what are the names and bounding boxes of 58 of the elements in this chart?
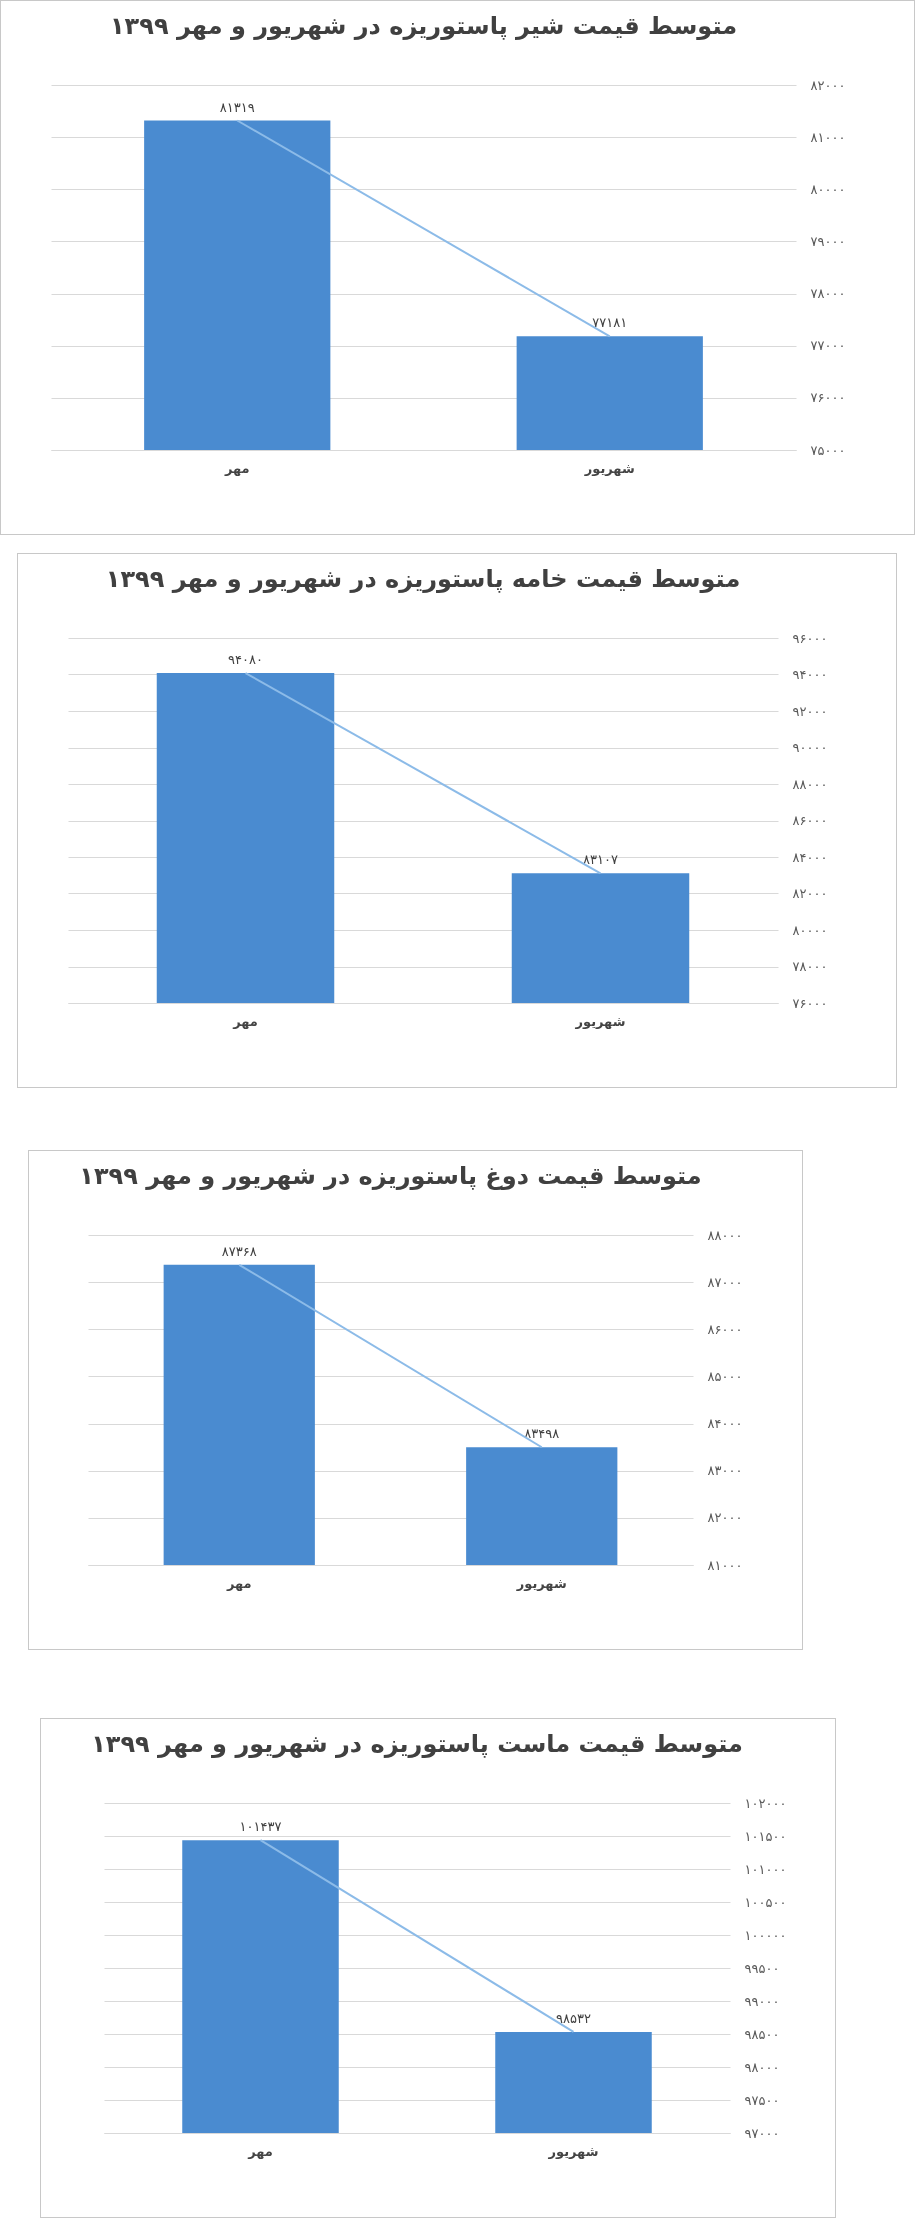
y-tick-label: ۷۵۰۰۰ bbox=[810, 442, 846, 458]
y-tick-label: ۱۰۱۵۰۰ bbox=[744, 1828, 787, 1844]
data-label: ۸۳۴۹۸ bbox=[524, 1426, 560, 1442]
y-tick-label: ۸۲۰۰۰ bbox=[707, 1510, 743, 1526]
chart-title: متوسط قیمت ماست پاستوریزه در شهریور و مهر ۱۳۹۹ bbox=[91, 1730, 743, 1758]
y-tick-label: ۸۱۰۰۰ bbox=[810, 129, 846, 145]
y-tick-label: ۹۸۰۰۰ bbox=[744, 2059, 780, 2075]
data-label: ۷۷۱۸۱ bbox=[592, 315, 628, 331]
y-tick-label: ۸۲۰۰۰ bbox=[792, 886, 828, 901]
y-tick-label: ۸۷۰۰۰ bbox=[707, 1274, 743, 1290]
chart-title: متوسط قیمت دوغ پاستوریزه در شهریور و مهر ۱۳۹۹ bbox=[79, 1162, 702, 1190]
y-tick-label: ۸۶۰۰۰ bbox=[792, 813, 828, 828]
y-tick-label: ۹۲۰۰۰ bbox=[792, 703, 828, 719]
y-tick-label: ۹۸۵۰۰ bbox=[744, 2026, 780, 2042]
y-tick-label: ۸۴۰۰۰ bbox=[792, 849, 828, 865]
y-tick-label: ۹۰۰۰۰ bbox=[792, 740, 828, 755]
y-tick-label: ۸۰۰۰۰ bbox=[792, 922, 828, 938]
data-label: ۹۸۵۳۲ bbox=[556, 2010, 591, 2026]
y-tick-label: ۸۵۰۰۰ bbox=[707, 1368, 743, 1384]
y-tick-label: ۸۱۰۰۰ bbox=[707, 1557, 743, 1573]
y-tick-label: ۷۷۰۰۰ bbox=[810, 338, 846, 354]
data-label: ۱۰۱۴۳۷ bbox=[239, 1819, 282, 1835]
chart-title: متوسط قیمت خامه پاستوریزه در شهریور و مهر ۱۳۹۹ bbox=[105, 565, 741, 593]
x-tick-label: شهریور bbox=[515, 1575, 567, 1591]
x-tick-label: مهر bbox=[223, 460, 250, 476]
y-tick-label: ۹۷۰۰۰ bbox=[744, 2125, 780, 2141]
data-label: ۸۷۳۶۸ bbox=[221, 1243, 257, 1259]
y-tick-label: ۹۹۵۰۰ bbox=[744, 1960, 780, 1976]
y-tick-label: ۷۸۰۰۰ bbox=[810, 286, 846, 302]
x-tick-label: مهر bbox=[225, 1575, 252, 1591]
y-tick-label: ۱۰۰۰۰۰ bbox=[744, 1927, 787, 1943]
y-tick-label: ۸۳۰۰۰ bbox=[707, 1463, 743, 1479]
y-tick-label: ۸۴۰۰۰ bbox=[707, 1416, 743, 1432]
y-tick-label: ۸۰۰۰۰ bbox=[810, 181, 846, 197]
y-tick-label: ۱۰۰۵۰۰ bbox=[744, 1894, 787, 1910]
x-tick-label: شهریور bbox=[583, 460, 635, 476]
y-tick-label: ۹۶۰۰۰ bbox=[792, 630, 828, 646]
y-tick-label: ۸۸۰۰۰ bbox=[792, 776, 828, 792]
y-tick-label: ۱۰۱۰۰۰ bbox=[744, 1861, 787, 1877]
y-tick-label: ۷۶۰۰۰ bbox=[792, 995, 828, 1011]
data-label: ۸۱۳۱۹ bbox=[219, 99, 255, 115]
y-tick-label: ۹۴۰۰۰ bbox=[792, 667, 828, 682]
y-tick-label: ۸۶۰۰۰ bbox=[707, 1321, 743, 1337]
data-label: ۹۴۰۸۰ bbox=[228, 652, 263, 668]
x-tick-label: مهر bbox=[232, 1013, 258, 1029]
chart-title: متوسط قیمت شیر پاستوریزه در شهریور و مهر ۱۳۹۹ bbox=[109, 12, 738, 40]
y-tick-label: ۸۸۰۰۰ bbox=[707, 1227, 743, 1243]
y-tick-label: ۹۷۵۰۰ bbox=[744, 2092, 780, 2108]
y-tick-label: ۷۹۰۰۰ bbox=[810, 233, 846, 249]
x-tick-label: مهر bbox=[247, 2143, 273, 2159]
y-tick-label: ۷۸۰۰۰ bbox=[792, 959, 828, 974]
x-tick-label: شهریور bbox=[547, 2143, 599, 2159]
y-tick-label: ۸۲۰۰۰ bbox=[810, 77, 846, 93]
y-tick-label: ۱۰۲۰۰۰ bbox=[744, 1795, 787, 1811]
x-tick-label: شهریور bbox=[574, 1013, 626, 1029]
data-label: ۸۳۱۰۷ bbox=[583, 852, 618, 868]
y-tick-label: ۷۶۰۰۰ bbox=[810, 390, 846, 406]
y-tick-label: ۹۹۰۰۰ bbox=[744, 1993, 780, 2009]
